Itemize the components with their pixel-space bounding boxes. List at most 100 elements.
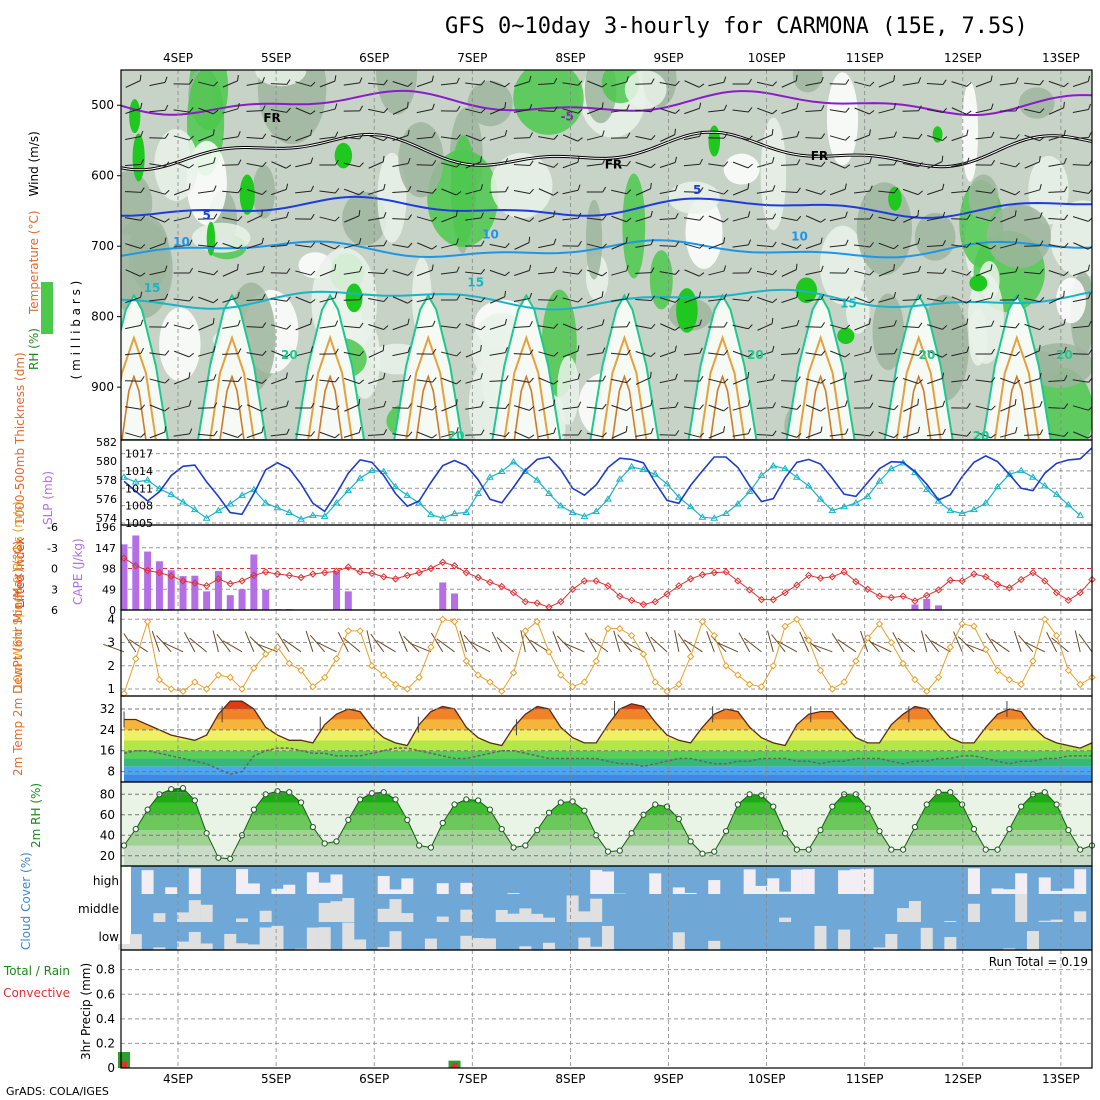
cloud-cell [578, 937, 591, 950]
wind-barb-shaft [343, 243, 360, 249]
wind-barb-flag [577, 269, 583, 275]
wind-speed-point [934, 673, 943, 682]
wind-speed-point [202, 685, 211, 693]
wind-barb-shaft [587, 80, 603, 88]
wind-barb-flag [723, 378, 729, 384]
wind-barb [635, 238, 654, 248]
wind-barb-shaft [125, 80, 141, 88]
wind-barb [246, 322, 267, 328]
wind-barb-flag [189, 239, 193, 246]
wind-barb-shaft [343, 325, 360, 329]
wind-barb-shaft [732, 244, 749, 248]
lifted-tick-label: 6 [51, 604, 58, 617]
wind-barb [489, 375, 509, 382]
wind-barb [295, 346, 314, 357]
wind-barb [951, 346, 970, 357]
wind-barb-flag [699, 432, 705, 438]
precip-tick-label: 0 [107, 1061, 115, 1075]
wind-barb-flag [650, 182, 652, 189]
wind-barb-flag [189, 296, 194, 302]
cloud-cell [330, 901, 343, 922]
thickness-point [226, 499, 235, 507]
wind-barb [732, 372, 750, 385]
wind-barb [684, 243, 705, 249]
wind-barb [586, 158, 606, 167]
wind-barb-shaft [125, 432, 141, 438]
bottom-date-label: 7SEP [457, 1072, 487, 1086]
wind-barb-flag [991, 131, 995, 138]
wind-barb-flag [577, 297, 583, 303]
wind-speed-point [120, 689, 128, 698]
rh-ylabel: 2m RH (%) [29, 783, 43, 848]
wind-barb-flag [1063, 242, 1069, 248]
wind-barb-flag [577, 240, 582, 247]
cape-tick-label: 98 [102, 563, 116, 576]
rh-point [994, 846, 1001, 853]
slp-line [123, 447, 1093, 516]
wind-barb-shaft [902, 271, 919, 275]
wind-barb-shaft [902, 188, 919, 196]
wind-barb-shaft [781, 297, 797, 303]
wind-barb-shaft [246, 352, 263, 356]
wind-speed-point [686, 652, 695, 661]
wind-barb-flag [723, 350, 729, 356]
wind-barb [1024, 297, 1045, 303]
wind-barb-flag [261, 407, 267, 412]
wind-barb [635, 351, 656, 357]
lifted-index-point [143, 566, 152, 575]
wind-barb [854, 346, 872, 357]
rh-point [132, 826, 139, 833]
cloud-cell [306, 927, 319, 950]
wind-barb-shaft [319, 216, 336, 222]
wind-barb-shaft [635, 351, 652, 357]
wind-barb-flag [164, 237, 167, 244]
wind-barb-shaft [999, 243, 1016, 249]
wind-barb-shaft [683, 191, 700, 193]
wind-barb-shaft [878, 80, 894, 88]
wind-barb-flag [747, 352, 753, 358]
cloud-cell [838, 870, 851, 894]
wind-barb [611, 265, 629, 276]
cloud-cell [802, 869, 815, 894]
wind-barb-shaft [805, 189, 822, 195]
wind-speed-point [439, 615, 447, 624]
wind-barb-shaft [392, 107, 408, 115]
wind-barb-flag [990, 245, 996, 250]
rh-point [203, 830, 210, 837]
wind-barb [805, 237, 823, 250]
wind-barb [1024, 134, 1045, 142]
wind-barb-shaft [878, 353, 895, 355]
upper-ylabel-units: ( m i l l i b a r s ) [69, 281, 83, 380]
wind-barb [538, 162, 559, 168]
wind-barb [610, 321, 631, 328]
surface-barb [743, 637, 762, 653]
wind-barb-shaft [586, 324, 603, 330]
thickness-point [261, 499, 270, 506]
wind-barb-flag [844, 164, 851, 169]
lifted-index-point [651, 597, 659, 606]
wind-barb-flag [1063, 290, 1065, 297]
lifted-index-point [757, 595, 766, 604]
wind-barb-shaft [951, 134, 967, 142]
wind-barb-flag [626, 265, 629, 271]
wind-barb-flag [553, 210, 556, 217]
wind-barb [659, 297, 680, 303]
wind-barb [951, 185, 971, 194]
wind-barb [586, 432, 607, 438]
wind-barb-shaft [878, 431, 895, 439]
wind-barb-flag [140, 432, 146, 438]
wind-barb-flag [189, 267, 194, 274]
wind-barb-shaft [513, 109, 530, 113]
wind-barb-flag [1014, 190, 1021, 196]
wind-barb-shaft [392, 323, 409, 331]
panel-cape-bg [121, 525, 1092, 610]
temp-band [124, 740, 1092, 751]
wind-speed-point [391, 680, 400, 689]
wind-barb-flag [893, 75, 896, 82]
wind-barb [781, 130, 800, 140]
surface-barb [398, 631, 408, 653]
surface-barb [590, 638, 609, 653]
wind-barb-flag [650, 323, 656, 329]
wind-barb [1024, 268, 1044, 275]
wind-barb-flag [747, 372, 750, 378]
